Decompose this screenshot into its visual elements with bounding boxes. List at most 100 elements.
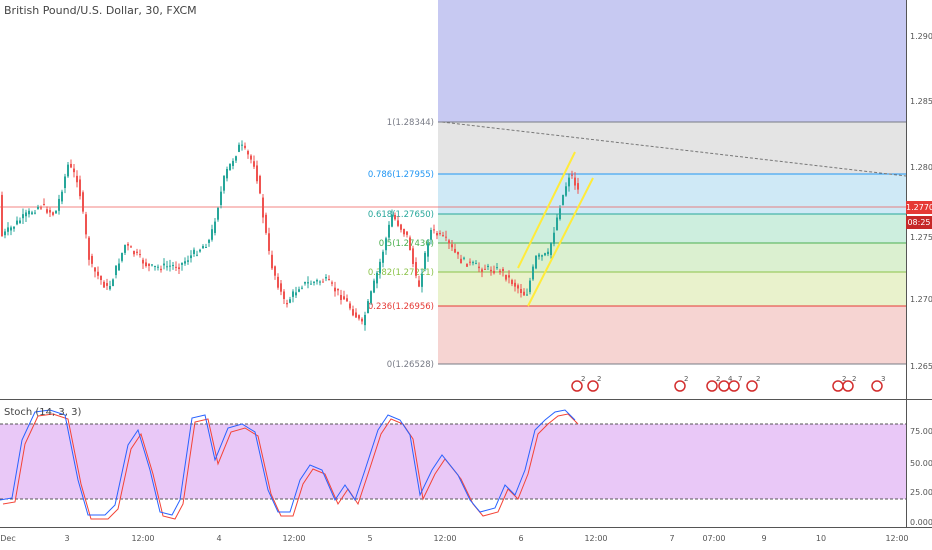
stoch-title[interactable]: Stoch (14, 3, 3) — [4, 407, 82, 418]
fib-label-1: 1(1.28344) — [387, 118, 434, 128]
flag-icon — [728, 380, 740, 392]
stoch-axis[interactable]: 75.0000 50.0000 25.0000 0.0000 — [910, 427, 932, 527]
candle-body — [298, 289, 300, 292]
candle-body — [106, 283, 108, 286]
fib-zone-1-0786 — [438, 122, 906, 174]
event-badge-count: 7 — [738, 375, 742, 383]
price-tick: 1.27500 — [910, 233, 932, 242]
candle-body — [214, 221, 216, 233]
candle-body — [346, 298, 348, 302]
candle-body — [232, 160, 234, 166]
event-badge[interactable]: 7 — [728, 375, 742, 392]
time-axis[interactable]: Dec 3 12:00 4 12:00 5 12:00 6 12:00 7 07… — [0, 534, 908, 543]
channel-line-upper[interactable] — [517, 151, 576, 269]
event-badge[interactable]: 2 — [706, 375, 720, 392]
candle-body — [259, 176, 261, 194]
candle-body — [70, 163, 72, 168]
candle-body — [208, 239, 210, 243]
event-badge[interactable]: 3 — [871, 375, 885, 392]
candle-body — [112, 279, 114, 287]
stoch-tick: 50.0000 — [910, 459, 932, 468]
candle-body — [535, 255, 537, 269]
candle-body — [250, 155, 252, 160]
candle-body — [145, 262, 147, 267]
candle-body — [196, 254, 198, 256]
time-tick: 07:00 — [702, 534, 725, 543]
stoch-pane[interactable] — [0, 409, 906, 520]
candle-body — [463, 257, 465, 259]
candle-body — [484, 268, 486, 270]
candle-body — [559, 208, 561, 220]
candle-body — [217, 207, 219, 220]
event-badge[interactable]: 2 — [746, 375, 760, 392]
candle-body — [193, 249, 195, 255]
price-tick: 1.28500 — [910, 97, 932, 106]
candle-body — [490, 269, 492, 272]
time-tick: 6 — [518, 534, 523, 543]
fib-zones[interactable] — [438, 0, 907, 365]
candle-body — [388, 224, 390, 238]
candle-body — [25, 212, 27, 217]
fib-zone-0618-05 — [438, 214, 906, 243]
event-badge-count: 2 — [842, 375, 846, 383]
candle-body — [205, 247, 207, 249]
candle-body — [229, 163, 231, 171]
chart-title[interactable]: British Pound/U.S. Dollar, 30, FXCM — [4, 4, 197, 17]
event-badge[interactable]: 2 — [674, 375, 688, 392]
candle-body — [34, 212, 36, 214]
candle-body — [313, 281, 315, 283]
candle-body — [322, 281, 324, 283]
fib-zone-05-0382 — [438, 243, 906, 272]
price-axis[interactable]: 1.29000 1.28500 1.28000 1.27500 1.27000 … — [910, 32, 932, 371]
candlestick-series[interactable] — [1, 140, 579, 331]
candle-body — [430, 229, 432, 240]
event-badge[interactable]: 2 — [842, 375, 856, 392]
stoch-tick: 0.0000 — [910, 518, 932, 527]
event-badge-count: 2 — [684, 375, 688, 383]
candle-body — [247, 151, 249, 155]
flag-icon — [674, 380, 686, 392]
candle-body — [469, 261, 471, 263]
candle-body — [331, 282, 333, 284]
price-tick: 1.29000 — [910, 32, 932, 41]
candle-body — [508, 275, 510, 278]
time-tick: 12:00 — [433, 534, 456, 543]
candle-body — [475, 263, 477, 265]
fib-zone-0382-0236 — [438, 272, 906, 306]
event-badge-count: 3 — [881, 375, 885, 383]
candle-body — [556, 217, 558, 231]
candle-body — [130, 246, 132, 248]
candle-body — [64, 176, 66, 189]
candle-body — [4, 231, 6, 236]
candle-body — [553, 232, 555, 244]
candle-body — [439, 233, 441, 235]
candle-body — [499, 270, 501, 273]
flag-icon — [871, 380, 883, 392]
candle-body — [262, 197, 264, 218]
candle-body — [136, 251, 138, 253]
candle-body — [382, 251, 384, 263]
candle-body — [304, 281, 306, 284]
candle-body — [73, 168, 75, 173]
parallel-channel[interactable] — [517, 151, 594, 307]
candle-body — [526, 294, 528, 296]
candle-body — [220, 191, 222, 206]
event-badge[interactable]: 2 — [587, 375, 601, 392]
fib-zone-upper — [438, 0, 906, 122]
fib-trend-line[interactable] — [441, 121, 907, 177]
time-tick: 3 — [64, 534, 69, 543]
candle-body — [244, 145, 246, 148]
candle-body — [187, 260, 189, 262]
stoch-k-line[interactable] — [0, 409, 576, 516]
stoch-tick: 25.0000 — [910, 488, 932, 497]
candle-body — [370, 291, 372, 303]
event-badge-count: 2 — [852, 375, 856, 383]
event-badge[interactable]: 2 — [571, 375, 585, 392]
channel-line-lower[interactable] — [527, 177, 594, 307]
candle-body — [94, 267, 96, 272]
stoch-d-line[interactable] — [2, 413, 579, 520]
time-tick: 5 — [367, 534, 372, 543]
